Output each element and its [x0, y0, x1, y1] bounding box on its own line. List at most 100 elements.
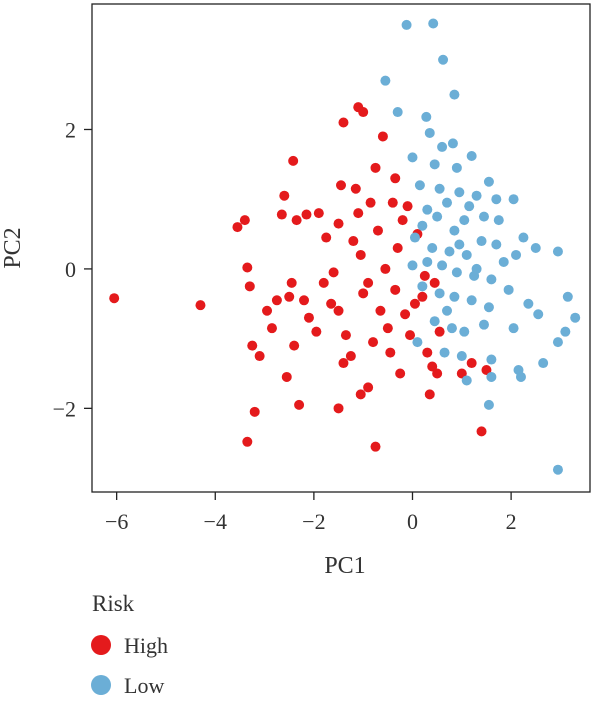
- point-high: [279, 190, 290, 201]
- point-high: [370, 441, 381, 452]
- point-high: [466, 358, 477, 369]
- point-low: [437, 260, 448, 271]
- point-low: [552, 464, 563, 475]
- point-high: [382, 323, 393, 334]
- point-low: [483, 302, 494, 313]
- point-low: [491, 194, 502, 205]
- point-low: [498, 256, 509, 267]
- point-low: [459, 326, 470, 337]
- point-low: [412, 337, 423, 348]
- point-high: [333, 218, 344, 229]
- point-low: [451, 267, 462, 278]
- point-low: [427, 243, 438, 253]
- point-high: [338, 117, 349, 128]
- point-low: [409, 232, 420, 243]
- point-high: [281, 371, 292, 382]
- plot-panel: [91, 3, 591, 493]
- point-low: [570, 312, 581, 323]
- point-high: [395, 368, 406, 379]
- point-low: [439, 347, 450, 358]
- point-high: [355, 389, 366, 400]
- point-low: [486, 371, 497, 382]
- point-low: [417, 220, 428, 231]
- point-high: [232, 222, 243, 233]
- point-high: [405, 330, 416, 341]
- point-high: [340, 330, 351, 341]
- point-high: [427, 361, 438, 372]
- point-high: [271, 295, 282, 306]
- point-high: [313, 208, 324, 219]
- point-low: [421, 111, 432, 122]
- point-high: [419, 270, 430, 281]
- point-high: [321, 232, 332, 243]
- point-low: [447, 138, 458, 149]
- y-axis: −2 0 2: [53, 117, 92, 421]
- data-points: [109, 18, 581, 475]
- point-low: [434, 183, 445, 194]
- point-high: [318, 277, 329, 288]
- point-low: [401, 19, 412, 30]
- point-low: [392, 107, 403, 118]
- point-low: [560, 326, 571, 337]
- point-high: [390, 173, 401, 184]
- point-high: [355, 249, 366, 260]
- point-high: [284, 291, 295, 302]
- point-high: [109, 293, 120, 304]
- x-tick-label: −6: [105, 509, 128, 534]
- y-tick-label: −2: [53, 396, 76, 421]
- point-high: [289, 340, 300, 351]
- point-high: [456, 368, 467, 379]
- legend-low-label: Low: [124, 673, 164, 698]
- point-high: [375, 305, 386, 316]
- point-high: [239, 215, 250, 226]
- point-low: [417, 281, 428, 292]
- point-high: [336, 180, 346, 191]
- point-low: [429, 159, 440, 170]
- legend-high-label: High: [124, 633, 168, 658]
- point-low: [518, 232, 529, 243]
- point-low: [471, 263, 482, 274]
- point-low: [483, 176, 494, 187]
- point-high: [390, 284, 401, 295]
- point-low: [538, 358, 549, 369]
- point-high: [380, 263, 391, 274]
- point-high: [402, 201, 413, 212]
- point-low: [461, 249, 472, 260]
- point-low: [428, 18, 439, 29]
- point-low: [449, 225, 460, 236]
- point-low: [562, 291, 573, 302]
- point-low: [466, 295, 477, 306]
- point-low: [429, 316, 440, 327]
- x-axis: −6 −4 −2 0 2: [105, 492, 517, 534]
- point-high: [368, 337, 379, 348]
- point-low: [434, 288, 445, 299]
- point-high: [422, 347, 433, 358]
- point-low: [508, 323, 519, 334]
- point-low: [464, 201, 475, 212]
- point-low: [508, 194, 519, 205]
- point-low: [466, 150, 477, 161]
- point-low: [478, 211, 489, 222]
- y-tick-label: 2: [65, 117, 76, 142]
- point-low: [438, 54, 449, 65]
- point-high: [247, 340, 258, 351]
- point-low: [523, 298, 534, 309]
- point-low: [515, 371, 526, 382]
- point-high: [303, 312, 314, 323]
- x-tick-label: −2: [302, 509, 325, 534]
- x-axis-title: PC1: [324, 553, 365, 579]
- point-high: [328, 267, 339, 278]
- point-high: [476, 426, 487, 437]
- point-high: [409, 298, 420, 309]
- point-high: [345, 351, 356, 362]
- point-low: [442, 305, 453, 316]
- y-tick-label: 0: [65, 257, 76, 282]
- point-high: [358, 288, 369, 299]
- point-high: [262, 305, 273, 316]
- point-low: [491, 239, 502, 250]
- point-high: [377, 131, 388, 142]
- point-high: [397, 215, 408, 226]
- point-low: [424, 127, 435, 138]
- point-high: [333, 305, 344, 316]
